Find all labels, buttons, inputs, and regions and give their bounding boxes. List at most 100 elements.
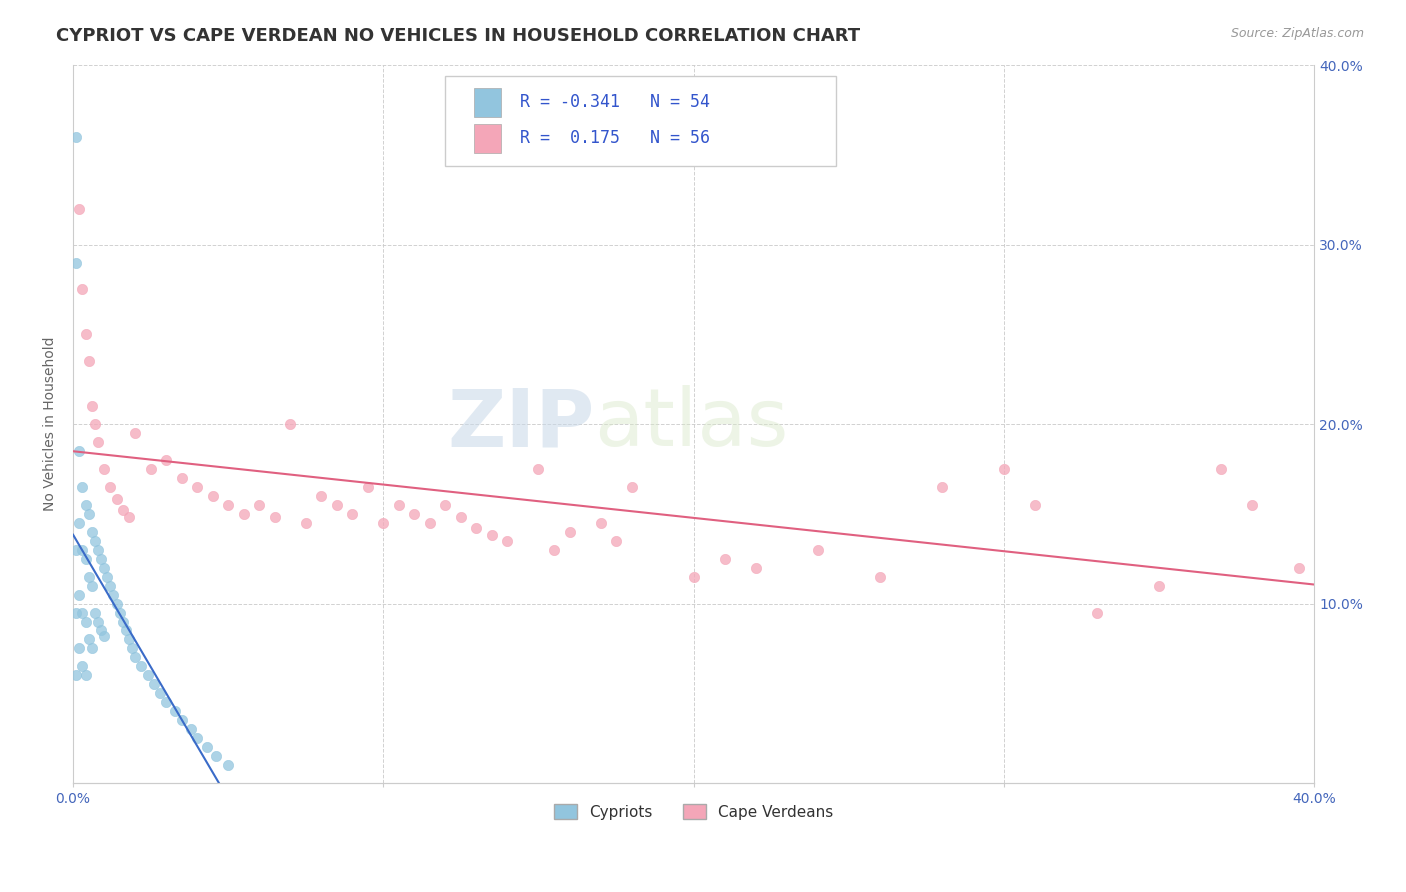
Point	[72, 480, 94, 494]
Point	[111, 503, 134, 517]
Point	[605, 533, 627, 548]
Point	[121, 641, 143, 656]
Point	[111, 615, 134, 629]
Point	[72, 606, 94, 620]
Point	[77, 569, 100, 583]
Point	[744, 560, 766, 574]
Point	[1209, 462, 1232, 476]
FancyBboxPatch shape	[474, 124, 502, 153]
Point	[527, 462, 550, 476]
Point	[993, 462, 1015, 476]
Point	[1241, 498, 1264, 512]
Point	[434, 498, 457, 512]
Point	[357, 480, 380, 494]
Point	[90, 624, 112, 638]
Point	[98, 480, 121, 494]
Point	[149, 686, 172, 700]
Point	[180, 722, 202, 736]
Text: Source: ZipAtlas.com: Source: ZipAtlas.com	[1230, 27, 1364, 40]
Legend: Cypriots, Cape Verdeans: Cypriots, Cape Verdeans	[548, 797, 839, 826]
Point	[465, 521, 488, 535]
Point	[543, 542, 565, 557]
Point	[75, 668, 97, 682]
Point	[87, 615, 110, 629]
Point	[83, 533, 105, 548]
Point	[87, 435, 110, 450]
Point	[90, 551, 112, 566]
Point	[65, 668, 87, 682]
Point	[80, 641, 103, 656]
Point	[155, 453, 177, 467]
Point	[98, 579, 121, 593]
Point	[869, 569, 891, 583]
Point	[142, 677, 165, 691]
Point	[67, 516, 90, 530]
Point	[388, 498, 411, 512]
Point	[108, 606, 131, 620]
Point	[326, 498, 349, 512]
Point	[72, 542, 94, 557]
Point	[65, 255, 87, 269]
Point	[77, 632, 100, 647]
Point	[713, 551, 735, 566]
Point	[124, 425, 146, 440]
Point	[170, 471, 193, 485]
Point	[217, 758, 239, 772]
Point	[311, 489, 333, 503]
Point	[75, 498, 97, 512]
Point	[75, 615, 97, 629]
Point	[105, 597, 128, 611]
Point	[589, 516, 612, 530]
Point	[620, 480, 643, 494]
Point	[83, 417, 105, 431]
Point	[87, 542, 110, 557]
Point	[1024, 498, 1046, 512]
Point	[186, 480, 208, 494]
Point	[80, 579, 103, 593]
Point	[114, 624, 136, 638]
Point	[72, 659, 94, 673]
Point	[136, 668, 159, 682]
Point	[96, 569, 118, 583]
Point	[450, 510, 472, 524]
Point	[1147, 579, 1170, 593]
Point	[67, 641, 90, 656]
Point	[481, 528, 503, 542]
Point	[77, 354, 100, 368]
Point	[404, 507, 426, 521]
Point	[496, 533, 519, 548]
Point	[931, 480, 953, 494]
Point	[217, 498, 239, 512]
Text: CYPRIOT VS CAPE VERDEAN NO VEHICLES IN HOUSEHOLD CORRELATION CHART: CYPRIOT VS CAPE VERDEAN NO VEHICLES IN H…	[56, 27, 860, 45]
Point	[294, 516, 316, 530]
Point	[118, 510, 141, 524]
Point	[131, 659, 153, 673]
Point	[80, 399, 103, 413]
Point	[83, 606, 105, 620]
Point	[807, 542, 830, 557]
Point	[75, 551, 97, 566]
Point	[93, 462, 115, 476]
Point	[682, 569, 704, 583]
Point	[201, 489, 224, 503]
Point	[118, 632, 141, 647]
Point	[65, 606, 87, 620]
Text: atlas: atlas	[595, 385, 789, 463]
Y-axis label: No Vehicles in Household: No Vehicles in Household	[44, 337, 58, 511]
Point	[165, 704, 187, 718]
Point	[1085, 606, 1108, 620]
Point	[72, 283, 94, 297]
Point	[105, 492, 128, 507]
Point	[232, 507, 254, 521]
Point	[278, 417, 301, 431]
Point	[93, 629, 115, 643]
Point	[419, 516, 441, 530]
Point	[93, 560, 115, 574]
Point	[75, 327, 97, 342]
Text: ZIP: ZIP	[447, 385, 595, 463]
Point	[139, 462, 162, 476]
Point	[195, 740, 218, 755]
Point	[67, 444, 90, 458]
Text: R = -0.341   N = 54: R = -0.341 N = 54	[520, 94, 710, 112]
Point	[170, 713, 193, 727]
